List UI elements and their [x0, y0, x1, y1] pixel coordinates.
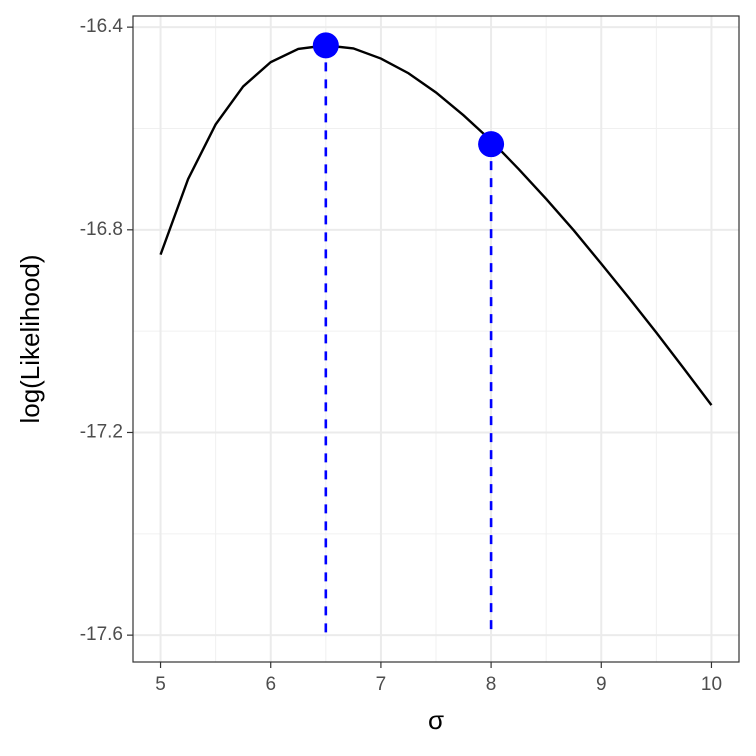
x-tick-label: 9	[596, 674, 607, 695]
x-axis-title: σ	[428, 705, 444, 735]
point	[312, 32, 339, 59]
panel-border	[132, 15, 740, 663]
x-tick-label: 6	[265, 674, 276, 695]
x-tick-label: 5	[155, 674, 166, 695]
y-tick-label: -16.4	[80, 16, 124, 37]
x-tick-label: 10	[701, 674, 722, 695]
x-tick-label: 7	[376, 674, 387, 695]
y-axis-title: log(Likelihood)	[15, 254, 45, 423]
y-tick-label: -17.2	[80, 421, 123, 442]
point	[478, 131, 505, 158]
x-tick-label: 8	[486, 674, 497, 695]
curve	[159, 44, 713, 406]
y-tick-label: -17.6	[80, 624, 123, 645]
y-tick-label: -16.8	[80, 219, 123, 240]
